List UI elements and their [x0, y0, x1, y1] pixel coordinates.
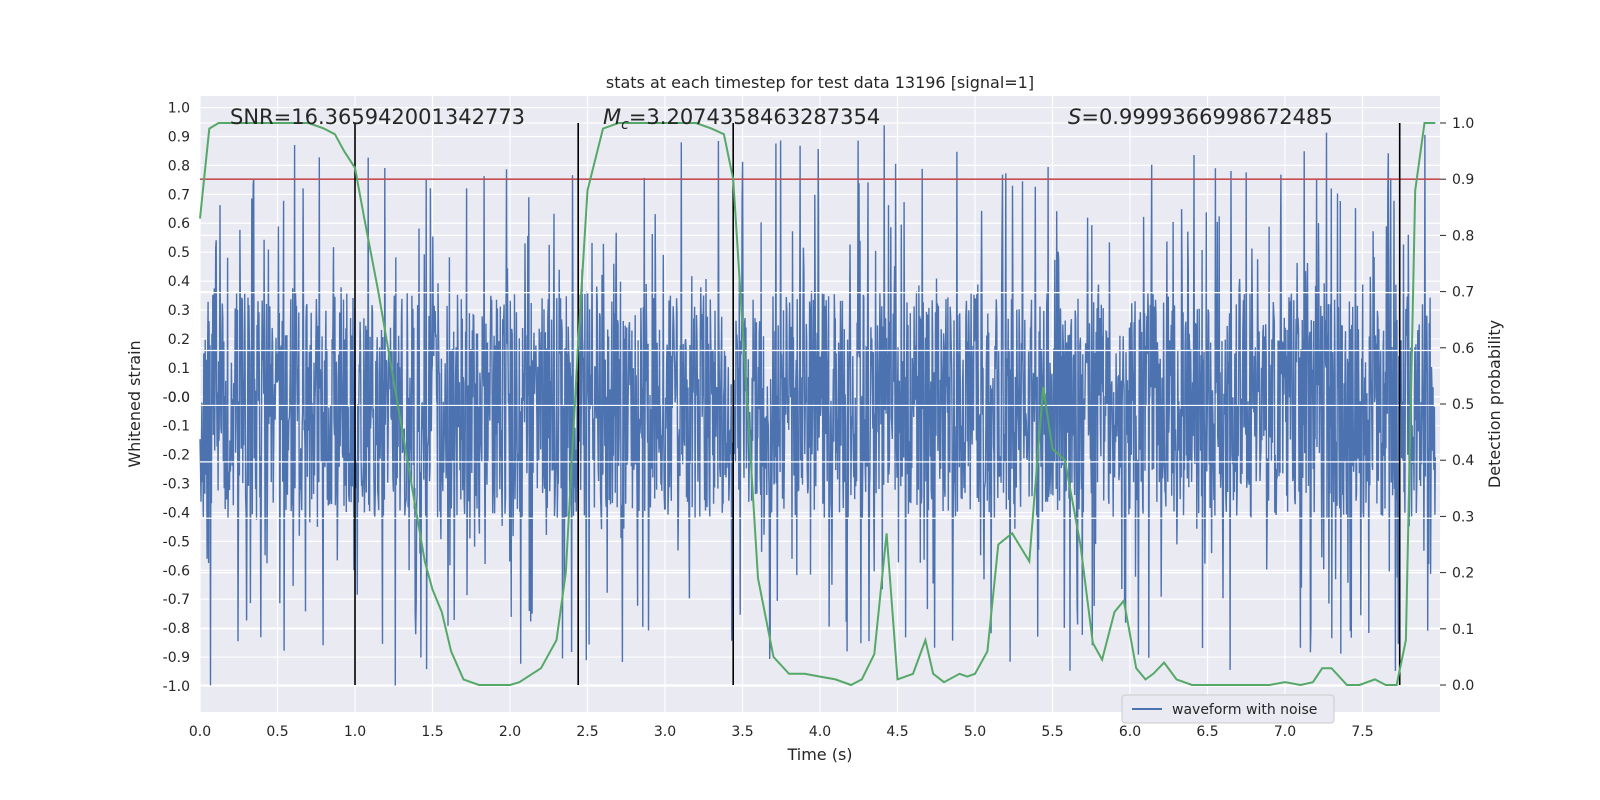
- x-tick-label: 1.0: [344, 724, 366, 740]
- x-tick-label: 5.0: [964, 724, 986, 740]
- x-axis-label: Time (s): [786, 745, 852, 764]
- y2-tick-label: 0.3: [1452, 509, 1474, 525]
- y-axis-label: Whitened strain: [125, 340, 144, 467]
- chart-title: stats at each timestep for test data 131…: [606, 73, 1034, 92]
- s-annotation: S=0.9999366998672485: [1068, 105, 1333, 129]
- y-tick-label: -0.6: [163, 563, 190, 579]
- x-tick-label: 1.5: [421, 724, 443, 740]
- y-tick-label: -0.8: [163, 621, 190, 637]
- y2-tick-label: 0.8: [1452, 228, 1474, 244]
- x-tick-label: 3.0: [654, 724, 676, 740]
- y-tick-label: -1.0: [163, 679, 190, 695]
- snr-annotation: SNR=16.365942001342773: [230, 105, 525, 129]
- x-tick-label: 7.5: [1351, 724, 1373, 740]
- y-tick-label: 0.4: [168, 274, 190, 290]
- y-tick-label: 0.8: [168, 158, 190, 174]
- y-tick-labels: 1.0 0.9 0.8 0.7 0.6 0.5 0.4 0.3 0.2 0.1 0.0-0.0 -0.…: [163, 101, 190, 695]
- mc-value: =3.2074358463287354: [629, 105, 880, 129]
- y2-tick-label: 0.1: [1452, 622, 1474, 638]
- y-tick-label: -0.9: [163, 650, 190, 666]
- x-tick-label: 3.5: [731, 724, 753, 740]
- x-tick-label: 4.0: [809, 724, 831, 740]
- y-tick-label: -0.3: [163, 477, 190, 493]
- x-tick-label: 6.5: [1196, 724, 1218, 740]
- y-tick-label: 0.7: [168, 187, 190, 203]
- y2-tick-label: 0.5: [1452, 397, 1474, 413]
- x-tick-label: 7.0: [1274, 724, 1296, 740]
- y-tick-label: -0.1: [163, 419, 190, 435]
- legend: waveform with noise: [1121, 694, 1335, 724]
- x-tick-label: 4.5: [886, 724, 908, 740]
- legend-box: [1121, 694, 1335, 724]
- y2-axis-label: Detection probability: [1485, 320, 1504, 488]
- y-tick-label: -0.0: [163, 390, 190, 406]
- y-tick-label: 0.3: [168, 303, 190, 319]
- mc-symbol: M: [603, 105, 621, 129]
- y-tick-label: -0.7: [163, 592, 190, 608]
- probability-line: [199, 122, 1436, 687]
- vertical-markers: [354, 122, 1401, 686]
- y-tick-label: 1.0: [168, 101, 190, 117]
- x-tick-label: 2.0: [499, 724, 521, 740]
- y2-tick-label: 0.4: [1452, 453, 1474, 469]
- y-tick-label: -0.2: [163, 448, 190, 464]
- y-tick-label: 0.1: [168, 361, 190, 377]
- y-tick-label: 0.9: [168, 129, 190, 145]
- s-symbol: S: [1068, 105, 1081, 129]
- legend-entry-waveform: waveform with noise: [1172, 702, 1317, 718]
- x-tick-label: 2.5: [576, 724, 598, 740]
- waveform-line: [199, 125, 1436, 686]
- y2-tick-labels: 1.0 0.9 0.8 0.7 0.6 0.5 0.4 0.3 0.2 0.1 0.0: [1440, 116, 1474, 694]
- x-tick-label: 6.0: [1119, 724, 1141, 740]
- y2-tick-label: 0.9: [1452, 172, 1474, 188]
- y-tick-label: 0.6: [168, 216, 190, 232]
- y2-tick-label: 0.2: [1452, 566, 1474, 582]
- x-tick-label: 0.0: [189, 724, 211, 740]
- y-tick-label: 0.2: [168, 332, 190, 348]
- mc-annotation: Mc=3.2074358463287354: [603, 105, 880, 133]
- y2-tick-label: 0.6: [1452, 341, 1474, 357]
- y-tick-label: 0.0: [168, 390, 190, 406]
- mc-subscript: c: [621, 117, 629, 133]
- x-tick-labels: 0.0 0.5 1.0 1.5 2.0 2.5 3.0 3.5 4.0 4.5 5.0 5.5 6.0 6…: [189, 724, 1374, 740]
- y-tick-label: 0.5: [168, 245, 190, 261]
- probability-series-group: [199, 122, 1436, 687]
- y2-tick-label: 0.7: [1452, 285, 1474, 301]
- x-tick-label: 0.5: [266, 724, 288, 740]
- y-tick-label: -0.4: [163, 505, 190, 521]
- s-value: =0.9999366998672485: [1081, 105, 1332, 129]
- y-tick-label: -0.5: [163, 534, 190, 550]
- x-tick-label: 5.5: [1041, 724, 1063, 740]
- y2-tick-label: 0.0: [1452, 678, 1474, 694]
- y2-tick-label: 1.0: [1452, 116, 1474, 132]
